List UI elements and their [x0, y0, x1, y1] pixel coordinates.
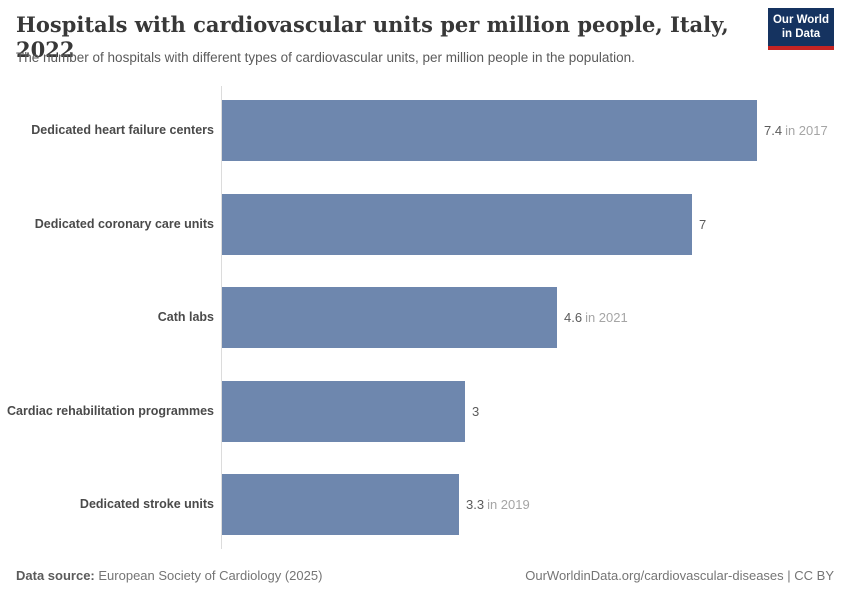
bar-cath-labs[interactable]	[222, 287, 557, 348]
value-label: 3	[472, 381, 482, 442]
value-number: 3.3	[466, 497, 485, 512]
value-year-note: in 2019	[487, 497, 530, 512]
data-source-text: European Society of Cardiology (2025)	[98, 568, 323, 583]
value-number: 7	[699, 217, 707, 232]
bar-dedicated-coronary-care-units[interactable]	[222, 194, 692, 255]
data-source-label: Data source:	[16, 568, 95, 583]
owid-logo-line2: in Data	[781, 28, 821, 41]
owid-logo: Our World in Data	[768, 8, 834, 50]
value-label: 4.6 in 2021	[564, 287, 628, 348]
value-number: 3	[472, 404, 480, 419]
category-label: Dedicated coronary care units	[34, 217, 214, 232]
owid-logo-line1: Our World	[772, 14, 829, 26]
value-label: 3.3 in 2019	[466, 474, 530, 535]
bar-dedicated-stroke-units[interactable]	[222, 474, 459, 535]
chart-title: Hospitals with cardiovascular units per …	[16, 12, 729, 63]
category-label: Dedicated heart failure centers	[31, 123, 214, 138]
value-year-note: in 2021	[585, 310, 628, 325]
value-number: 4.6	[564, 310, 583, 325]
data-source: Data source: European Society of Cardiol…	[16, 568, 322, 583]
attribution: OurWorldinData.org/cardiovascular-diseas…	[525, 568, 834, 583]
y-axis-line	[221, 86, 222, 549]
value-number: 7.4	[764, 123, 783, 138]
value-label: 7.4 in 2017	[764, 100, 828, 161]
value-label: 7	[699, 194, 709, 255]
bar-cardiac-rehabilitation-programmes[interactable]	[222, 381, 465, 442]
bar-dedicated-heart-failure-centers[interactable]	[222, 100, 757, 161]
value-year-note: in 2017	[785, 123, 828, 138]
category-label: Cardiac rehabilitation programmes	[6, 404, 214, 419]
category-label: Cath labs	[157, 310, 214, 325]
chart-subtitle: The number of hospitals with different t…	[16, 50, 635, 65]
category-label: Dedicated stroke units	[79, 497, 214, 512]
